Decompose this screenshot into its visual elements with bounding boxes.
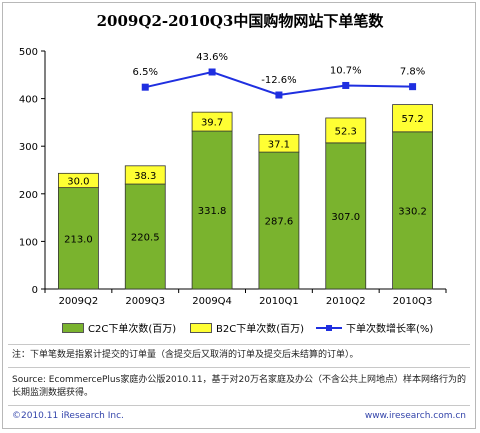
data-label-b2c: 52.3 [335,126,357,137]
growth-rate-marker [208,68,216,76]
chart-frame [2,2,476,429]
copyright-text: ©2010.11 iResearch Inc. [12,411,124,421]
data-label-c2c: 331.8 [198,206,227,217]
bar-c2c [124,183,166,290]
data-label-c2c: 330.2 [398,206,427,217]
x-tick-label: 2009Q2 [59,296,99,307]
data-label-growth: 7.8% [400,67,425,78]
data-label-b2c: 37.1 [268,139,290,150]
bar-c2c [325,142,367,290]
data-label-growth: 43.6% [196,52,228,63]
legend-item-c2c: C2C下单次数(百万) [62,320,176,335]
legend-item-growth: 下单次数增长率(%) [316,320,433,335]
chart-title: 2009Q2-2010Q3中国购物网站下单笔数 [96,12,384,30]
bar-b2c [58,172,99,189]
legend: C2C下单次数(百万) B2C下单次数(百万) 下单次数增长率(%) [0,320,480,340]
x-tick-label: 2009Q4 [192,296,232,307]
bar-b2c [258,134,300,153]
y-tick-label: 0 [32,285,38,296]
data-label-b2c: 38.3 [134,171,156,182]
bar-b2c [392,104,433,133]
data-label-growth: -12.6% [261,75,296,86]
legend-line-growth [316,323,342,333]
data-label-c2c: 307.0 [331,212,360,223]
legend-label-growth: 下单次数增长率(%) [346,324,434,335]
x-tick-label: 2010Q2 [326,296,366,307]
data-label-c2c: 287.6 [265,217,294,228]
y-tick-label: 100 [19,237,38,248]
bar-c2c [258,151,300,290]
bar-c2c [392,131,433,290]
y-tick-label: 300 [19,142,38,153]
x-tick-label: 2010Q1 [259,296,299,307]
data-label-b2c: 57.2 [401,114,423,125]
legend-swatch-b2c [190,322,212,333]
separator-middle [8,367,470,368]
website-text: www.iresearch.com.cn [364,411,466,421]
footnote: 注：下单笔数是指累计提交的订单量（含提交后又取消的订单及提交后未结算的订单）。 [12,350,359,360]
growth-rate-marker [342,81,350,89]
bar-b2c [325,117,367,144]
legend-label-b2c: B2C下单次数(百万) [216,324,305,335]
data-label-growth: 6.5% [133,67,158,78]
source-text: Source: EcommercePlus家庭办公版2010.11，基于对20万… [12,375,466,398]
data-label-growth: 10.7% [330,65,362,76]
y-tick-label: 200 [19,190,38,201]
growth-rate-marker [141,83,149,91]
legend-swatch-c2c [62,322,84,333]
chart-svg: 0 100 200 300 400 500 213.0 30.0 2009Q2 220.5 38.3… [19,47,447,307]
bar-b2c [124,165,166,185]
legend-label-c2c: C2C下单次数(百万) [88,324,177,335]
x-tick-label: 2009Q3 [125,296,165,307]
data-label-b2c: 30.0 [67,176,89,187]
data-label-b2c: 39.7 [201,118,223,129]
y-tick-label: 500 [19,47,38,58]
bar-b2c [191,111,233,132]
y-tick-label: 400 [19,95,38,106]
x-tick-label: 2010Q3 [393,296,433,307]
data-label-c2c: 213.0 [64,234,93,245]
growth-rate-marker [275,91,283,99]
legend-item-b2c: B2C下单次数(百万) [190,320,304,335]
growth-rate-marker [409,83,417,91]
data-label-c2c: 220.5 [131,233,160,244]
separator-top [8,344,470,345]
separator-bottom [8,405,470,406]
